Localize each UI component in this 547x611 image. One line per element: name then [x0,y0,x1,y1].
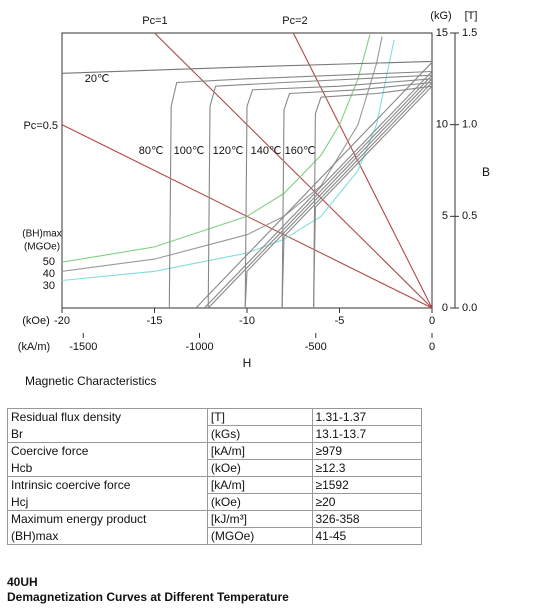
x-axis-title: H [243,356,252,370]
curve [62,39,395,282]
curve-label: 30 [43,280,55,292]
x2-tick-label: 0 [429,341,435,353]
table-cell: 326-358 [311,510,422,528]
table-cell: (MGOe) [206,527,312,545]
y2-tick-label: 1.5 [462,27,477,39]
y2-unit: [T] [465,10,478,22]
table-cell: Hcj [7,493,208,511]
table-cell: (BH)max [7,527,208,545]
x2-tick-label: -1500 [69,341,97,353]
bh-unit: (MGOe) [24,242,60,253]
table-cell: ≥12.3 [311,459,422,477]
table-cell: ≥20 [311,493,422,511]
y-tick-label: 0 [442,302,448,314]
grade: 40UH [7,575,38,589]
curve [168,70,432,308]
curve [207,74,432,308]
x-unit: (kOe) [22,315,50,327]
x2-unit: (kA/m) [18,341,50,353]
y-tick-label: 15 [436,27,448,39]
table-row: Intrinsic coercive force [kA/m] ≥1592 [7,476,422,494]
y2-tick-label: 0.0 [462,302,477,314]
curve [204,71,432,308]
characteristics-table: Residual flux density [T] 1.31-1.37 Br (kGs)… [7,408,422,545]
curve [62,60,432,74]
table-row: (BH)max (MGOe) 41-45 [7,527,422,545]
x-tick-label: 0 [429,315,435,327]
x2-tick-label: -500 [305,341,327,353]
table-cell: Intrinsic coercive force [7,476,208,494]
table-cell: 41-45 [311,527,422,545]
y2-tick-label: 0.5 [462,210,477,222]
table-cell: Br [7,425,208,443]
table-cell: (kOe) [206,459,312,477]
chart: (kG) [T] B H (kOe) (kA/m) (BH)max (MGOe)… [18,10,490,370]
x-tick-label: -15 [147,315,163,327]
table-row: Maximum energy product [kJ/m³] 326-358 [7,510,422,528]
table-row: Br (kGs) 13.1-13.7 [7,425,422,443]
curve [281,81,432,308]
curve-label: 120℃ [213,145,244,157]
caption: Demagnetization Curves at Different Temp… [7,590,289,604]
x2-tick-label: -1000 [185,341,213,353]
curve-label: 20℃ [85,73,110,85]
table-cell: Coercive force [7,442,208,460]
curve [154,33,432,308]
x-tick-label: -10 [239,315,255,327]
y-unit: (kG) [430,10,451,22]
curve [313,85,432,308]
table-cell: 13.1-13.7 [311,425,422,443]
table-cell: ≥1592 [311,476,422,494]
curves [62,33,432,308]
table-row: Residual flux density [T] 1.31-1.37 [7,408,422,426]
curve-label: Pc=1 [142,15,167,27]
table-cell: ≥979 [311,442,422,460]
curve-label: 140℃ [251,145,282,157]
curve-label: 40 [43,268,55,280]
table-row: Hcb (kOe) ≥12.3 [7,459,422,477]
table-cell: (kOe) [206,493,312,511]
curve-label: Pc=2 [282,15,307,27]
curve [313,85,432,308]
table-cell: Hcb [7,459,208,477]
curve [244,78,432,308]
curve-label: 80℃ [139,145,164,157]
curve [207,74,432,308]
table-row: Hcj (kOe) ≥20 [7,493,422,511]
curve-label: Pc=0.5 [23,120,58,132]
table-cell: (kGs) [206,425,312,443]
curve [292,33,432,308]
curve [195,61,432,308]
plot-frame [61,32,433,309]
x-tick-label: -20 [54,315,70,327]
y-tick-label: 5 [442,210,448,222]
table-cell: [kJ/m³] [206,510,312,528]
table-cell: 1.31-1.37 [311,408,422,426]
curve [244,78,432,308]
x-tick-label: -5 [335,315,345,327]
table-cell: Maximum energy product [7,510,208,528]
table-cell: [kA/m] [206,476,312,494]
section-title: Magnetic Characteristics [25,374,157,388]
table-cell: [kA/m] [206,442,312,460]
curve [281,82,432,308]
y-axis-title: B [482,165,490,179]
curve-label: 160℃ [285,145,316,157]
table-cell: [T] [206,408,312,426]
y-tick-label: 10 [436,119,448,131]
y2-tick-label: 1.0 [462,119,477,131]
bh-label: (BH)max [22,229,61,240]
curve-label: 50 [43,256,55,268]
table-row: Coercive force [kA/m] ≥979 [7,442,422,460]
table-cell: Residual flux density [7,408,208,426]
curve-label: 100℃ [174,145,205,157]
